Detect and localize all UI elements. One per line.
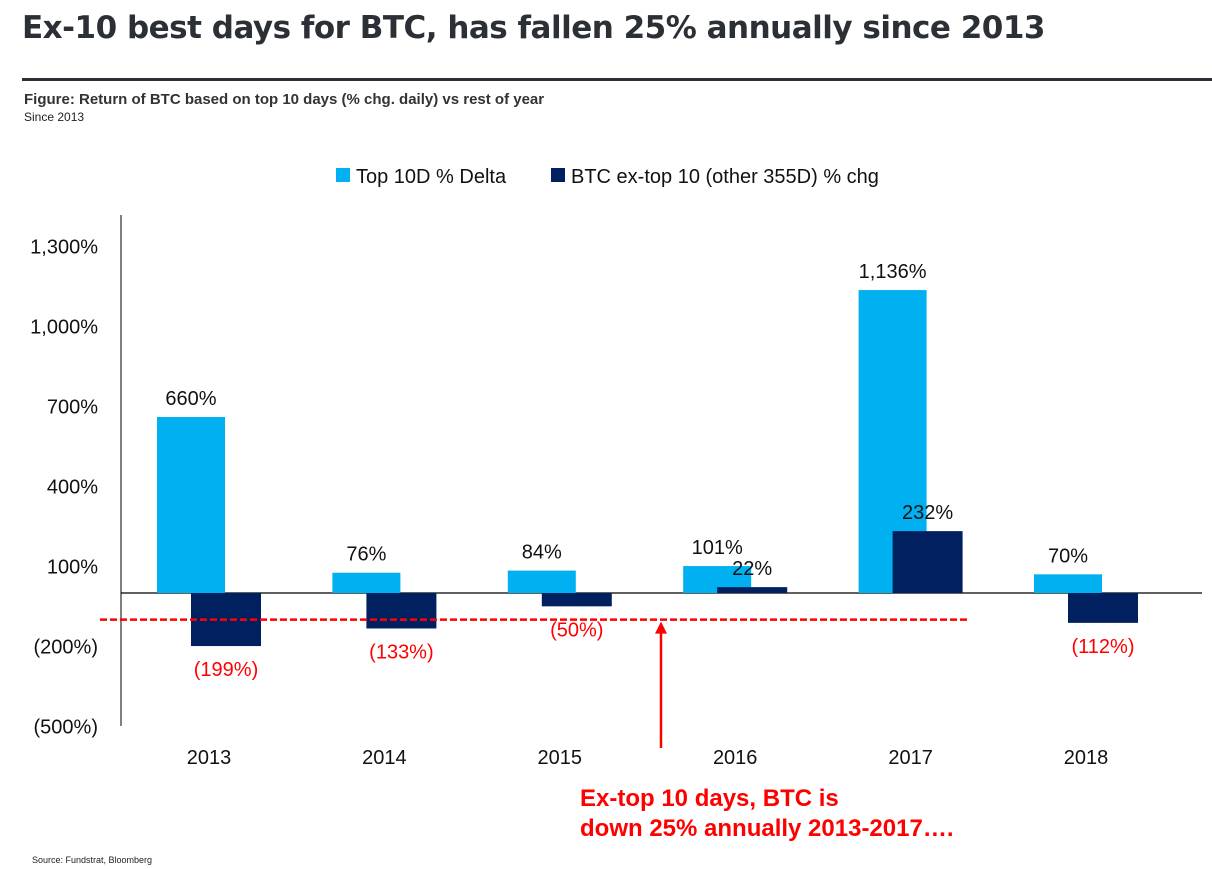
data-label: 76%	[346, 544, 386, 566]
data-label: 84%	[522, 542, 562, 564]
bar-ex-top10-2015	[541, 593, 612, 607]
data-label: 1,136%	[859, 261, 927, 283]
bar-ex-top10-2016	[717, 587, 788, 593]
data-label: 70%	[1048, 545, 1088, 567]
y-tick-label: 1,300%	[30, 236, 98, 258]
annotation-text: Ex-top 10 days, BTC is	[580, 785, 839, 812]
data-label: 101%	[692, 537, 743, 559]
bar-top10-2018	[1034, 574, 1102, 593]
x-tick-label: 2016	[713, 747, 758, 769]
bar-ex-top10-2018	[1068, 593, 1138, 623]
title-divider	[22, 78, 1212, 81]
bar-top10-2015	[507, 570, 576, 593]
figure-note: Since 2013	[24, 110, 85, 124]
data-label: (50%)	[550, 619, 603, 641]
figure-subtitle: Figure: Return of BTC based on top 10 da…	[24, 91, 545, 108]
x-tick-label: 2014	[362, 747, 407, 769]
annotation-text: down 25% annually 2013-2017….	[580, 815, 954, 842]
x-tick-label: 2013	[187, 747, 232, 769]
x-tick-label: 2015	[538, 747, 583, 769]
legend-swatch	[336, 168, 350, 182]
y-tick-label: 1,000%	[30, 316, 98, 338]
data-label: 22%	[732, 558, 772, 580]
x-tick-label: 2017	[888, 747, 933, 769]
x-tick-label: 2018	[1064, 747, 1109, 769]
legend-swatch	[551, 168, 565, 182]
y-tick-label: (500%)	[34, 716, 98, 738]
bar-ex-top10-2014	[366, 593, 437, 629]
bar-top10-2014	[332, 572, 401, 593]
y-tick-label: (200%)	[34, 636, 98, 658]
data-label: (112%)	[1072, 636, 1135, 658]
source-note: Source: Fundstrat, Bloomberg	[32, 855, 153, 865]
data-label: 660%	[165, 388, 216, 410]
y-tick-label: 400%	[47, 476, 98, 498]
page-title: Ex-10 best days for BTC, has fallen 25% …	[22, 10, 1046, 46]
bar-top10-2013	[157, 417, 225, 593]
data-label: (199%)	[194, 659, 258, 681]
legend-label: Top 10D % Delta	[356, 166, 507, 188]
y-tick-label: 100%	[47, 556, 98, 578]
y-tick-label: 700%	[47, 396, 98, 418]
data-label: 232%	[902, 502, 953, 524]
arrow-head-icon	[655, 621, 667, 634]
data-label: (133%)	[369, 641, 433, 663]
legend-label: BTC ex-top 10 (other 355D) % chg	[571, 166, 879, 188]
bar-ex-top10-2017	[892, 531, 963, 593]
